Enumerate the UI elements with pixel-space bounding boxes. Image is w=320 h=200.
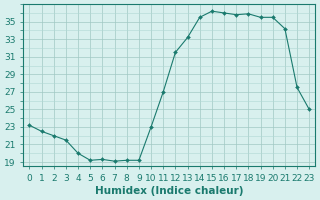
X-axis label: Humidex (Indice chaleur): Humidex (Indice chaleur) (95, 186, 244, 196)
